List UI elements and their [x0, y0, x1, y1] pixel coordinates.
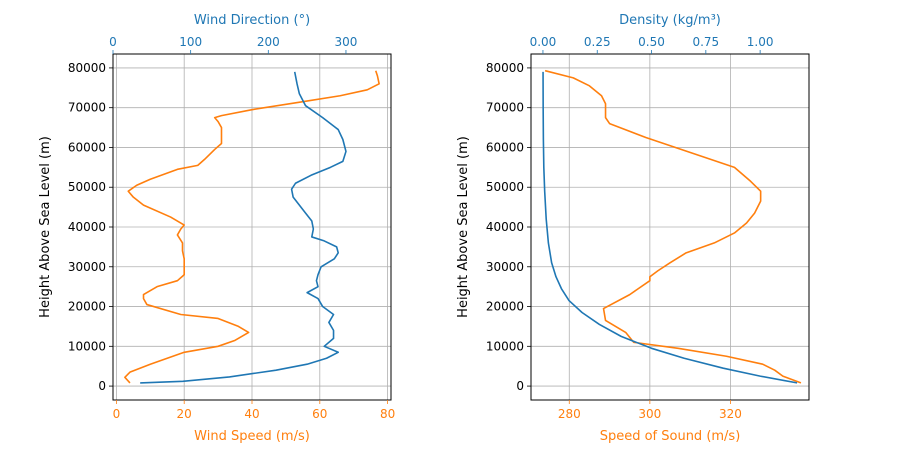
bottom-tick-label: 300 [638, 407, 661, 421]
subplot-wind: 0100002000030000400005000060000700008000… [38, 13, 395, 444]
top-tick-label: 200 [257, 35, 280, 49]
bottom-tick-label: 60 [312, 407, 327, 421]
grid-atmosphere [531, 54, 809, 400]
top-tick-label: 0.50 [638, 35, 665, 49]
top-axis-series-line [140, 71, 347, 384]
top-tick-label: 100 [179, 35, 202, 49]
y-tick-label: 40000 [68, 220, 106, 234]
top-tick-label: 300 [335, 35, 358, 49]
bottom-axis-series-line [124, 70, 380, 384]
y-tick-label: 10000 [68, 339, 106, 353]
y-tick-label: 30000 [68, 260, 106, 274]
grid-wind [113, 54, 391, 400]
bottom-tick-label: 0 [113, 407, 121, 421]
y-tick-label: 80000 [486, 61, 524, 75]
y-tick-label: 0 [516, 379, 524, 393]
bottom-axis-series-line [544, 69, 802, 384]
bottom-tick-label: 320 [719, 407, 742, 421]
series-wind [124, 70, 380, 384]
bottom-tick-label: 80 [380, 407, 395, 421]
atmosphere-height-axis-label: Height Above Sea Level (m) [456, 136, 471, 318]
series-atmosphere [542, 69, 802, 384]
y-tick-label: 60000 [68, 140, 106, 154]
ticks-atmosphere: 0 10000 20000 30000 40000 50000 60000 70000 8000… [486, 35, 774, 421]
y-tick-label: 10000 [486, 339, 524, 353]
y-tick-label: 70000 [486, 101, 524, 115]
y-tick-label: 70000 [68, 101, 106, 115]
bottom-tick-label: 40 [244, 407, 259, 421]
top-axis-series-line [542, 71, 798, 384]
density-axis-label: Density (kg/m³) [619, 13, 721, 28]
y-tick-label: 50000 [486, 180, 524, 194]
top-tick-label: 0.75 [692, 35, 719, 49]
top-tick-label: 0.00 [530, 35, 557, 49]
top-tick-label: 0.25 [584, 35, 611, 49]
y-tick-label: 80000 [68, 61, 106, 75]
wind-direction-axis-label: Wind Direction (°) [194, 13, 310, 28]
y-tick-label: 40000 [486, 220, 524, 234]
ticks-wind: 0100002000030000400005000060000700008000… [68, 35, 395, 421]
y-tick-label: 50000 [68, 180, 106, 194]
bottom-tick-label: 20 [177, 407, 192, 421]
y-tick-label: 20000 [486, 300, 524, 314]
subplot-atmosphere: 0 10000 20000 30000 40000 50000 60000 70000 8000… [456, 13, 810, 444]
bottom-tick-label: 280 [558, 407, 581, 421]
y-tick-label: 20000 [68, 300, 106, 314]
speed-of-sound-axis-label: Speed of Sound (m/s) [600, 429, 741, 444]
wind-height-axis-label: Height Above Sea Level (m) [38, 136, 53, 318]
top-tick-label: 0 [109, 35, 117, 49]
wind-speed-axis-label: Wind Speed (m/s) [194, 429, 310, 444]
y-tick-label: 60000 [486, 140, 524, 154]
y-tick-label: 0 [98, 379, 106, 393]
y-tick-label: 30000 [486, 260, 524, 274]
top-tick-label: 1.00 [747, 35, 774, 49]
